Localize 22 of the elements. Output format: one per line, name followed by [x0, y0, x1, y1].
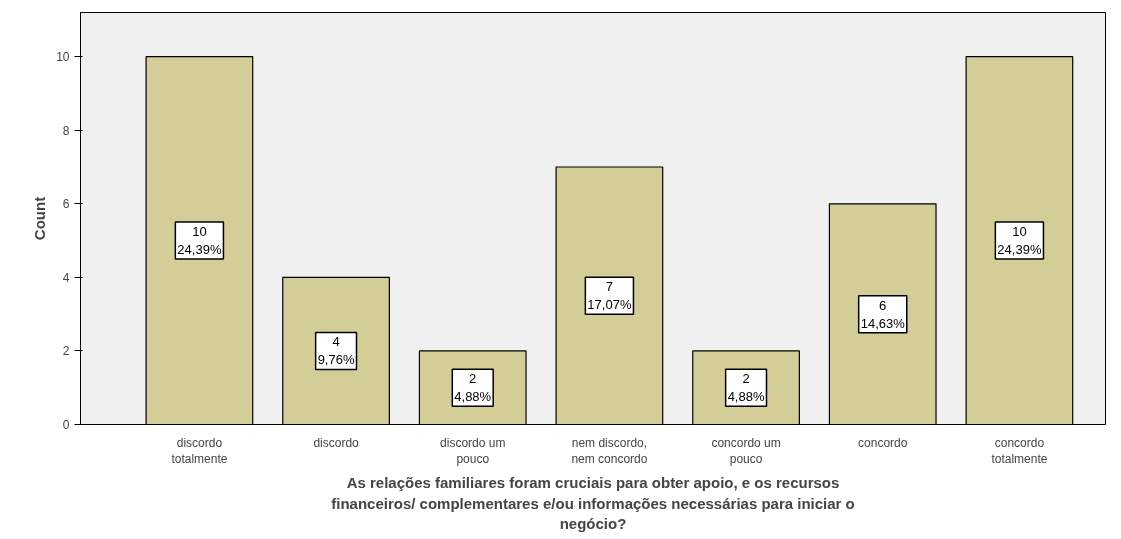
- y-tick-label: 4: [62, 270, 70, 285]
- y-tick-label: 6: [62, 197, 70, 212]
- y-tick-label: 2: [62, 344, 70, 359]
- y-axis-title: Count: [31, 196, 49, 241]
- x-tick-label: concordo: [858, 435, 908, 450]
- y-tick-label: 10: [56, 50, 70, 65]
- data-label: 6 14,63%: [860, 297, 906, 331]
- data-label: 2 4,88%: [454, 371, 492, 405]
- x-tick-label: nem discordo, nem concordo: [571, 435, 648, 467]
- y-tick-label: 8: [62, 123, 70, 138]
- x-tick-label: discordo totalmente: [171, 435, 228, 467]
- data-label: 2 4,88%: [727, 371, 765, 405]
- y-tick-label: 0: [62, 418, 70, 432]
- data-label: 10 24,39%: [177, 224, 222, 258]
- x-tick-label: discordo: [313, 435, 360, 450]
- x-tick-label: discordo um pouco: [440, 435, 506, 467]
- data-label: 7 17,07%: [587, 279, 632, 313]
- x-tick-label: concordo um pouco: [711, 435, 781, 467]
- data-label: 4 9,76%: [317, 334, 355, 368]
- x-axis-title: As relações familiares foram cruciais para obter apoio, e os recursos financeiros/ complementares e/ou informações necessárias para iniciar o negócio?: [331, 474, 855, 533]
- x-tick-label: concordo totalmente: [991, 435, 1048, 467]
- data-label: 10 24,39%: [997, 224, 1042, 258]
